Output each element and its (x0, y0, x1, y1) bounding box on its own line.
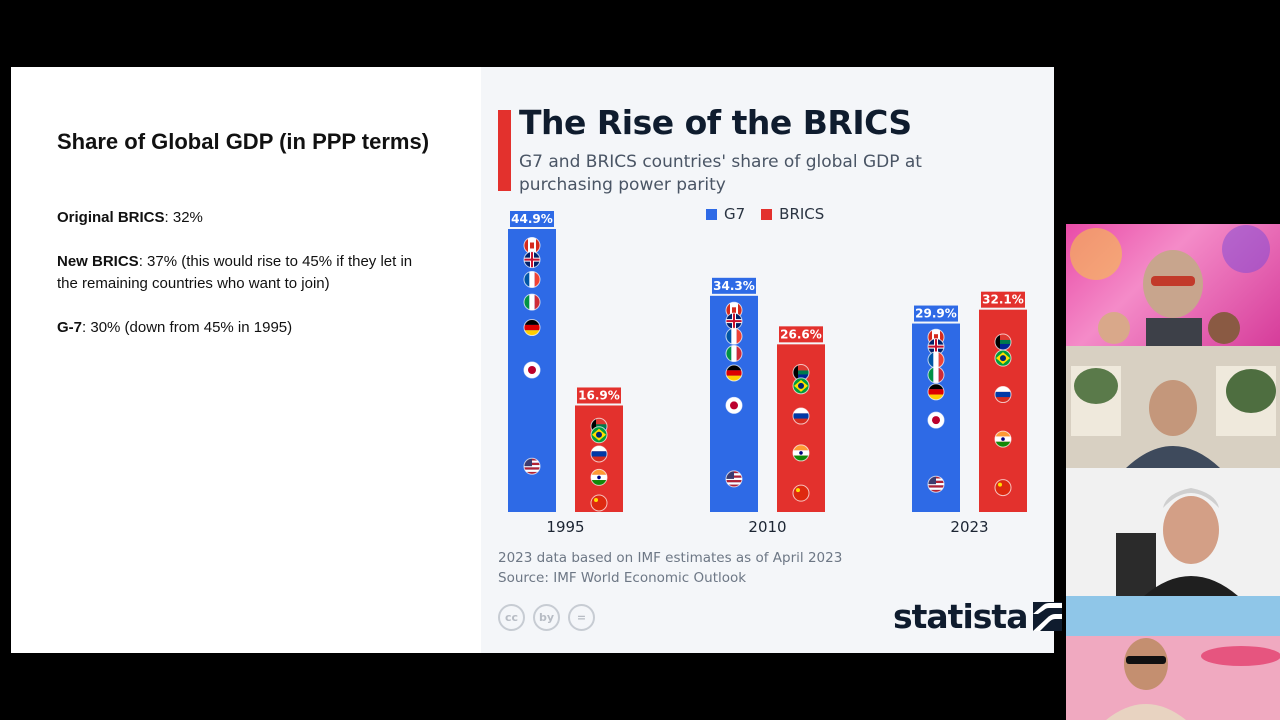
bullet-text: : 32% (164, 209, 203, 226)
footnote-line-estimates: 2023 data based on IMF estimates as of A… (498, 550, 843, 566)
data-label-brics-2023: 32.1% (982, 293, 1024, 307)
participant-video-icon (1070, 225, 1270, 346)
participant-video-icon (1066, 468, 1280, 596)
flag-uk-icon (523, 251, 541, 269)
video-tile-2[interactable] (1066, 346, 1280, 468)
flag-italy-icon (725, 345, 743, 363)
flag-brazil-icon (792, 377, 810, 395)
flag-china-icon (994, 479, 1012, 497)
chart-subtitle: G7 and BRICS countries' share of global … (519, 152, 922, 195)
statista-logo[interactable]: statista (893, 597, 1063, 636)
legend-item-brics: BRICS (761, 205, 824, 223)
chart-footnote: 2023 data based on IMF estimates as of A… (498, 548, 842, 588)
data-label-bg (577, 387, 621, 404)
flag-france-icon (927, 351, 945, 369)
flag-russia-icon (590, 445, 608, 463)
flag-china-icon (590, 494, 608, 512)
flag-russia-icon (994, 386, 1012, 404)
data-label-bg (510, 211, 554, 227)
video-tile-1[interactable] (1066, 224, 1280, 346)
flag-japan-icon (523, 361, 541, 379)
data-label-brics-1995: 16.9% (578, 388, 620, 402)
legend-swatch-g7 (706, 208, 717, 220)
flag-usa-icon (523, 457, 541, 475)
flag-japan-icon (725, 396, 743, 414)
slide-title: Share of Global GDP (in PPP terms) (57, 129, 430, 154)
footnote-line-source: Source: IMF World Economic Outlook (498, 570, 747, 586)
flag-italy-icon (523, 293, 541, 311)
attribution-icon[interactable]: by (533, 604, 560, 631)
bullet-label: New BRICS (57, 253, 139, 270)
participant-video-icon (1066, 596, 1280, 720)
creative-commons-icon[interactable]: cc (498, 604, 525, 631)
flag-south-africa-icon (994, 333, 1012, 351)
flag-russia-icon (792, 407, 810, 425)
legend-item-g7: G7 (706, 205, 745, 223)
brand-wordmark: statista (893, 597, 1028, 636)
x-tick-label-2023: 2023 (950, 518, 988, 536)
flag-brazil-icon (994, 349, 1012, 367)
flag-germany-icon (927, 383, 945, 401)
video-tile-4[interactable] (1066, 596, 1280, 720)
bullet-g7: G-7: 30% (down from 45% in 1995) (57, 317, 417, 339)
statista-logo-icon (1033, 602, 1063, 631)
bullet-text: : 37% (this would rise to 45% if they le… (57, 253, 413, 292)
flag-usa-icon (927, 475, 945, 493)
chart-legend: G7 BRICS (706, 205, 824, 223)
flag-france-icon (725, 327, 743, 345)
license-icons: cc by = (498, 604, 595, 631)
data-label-g7-1995: 44.9% (511, 212, 553, 226)
data-label-bg (712, 277, 756, 294)
flag-france-icon (523, 270, 541, 288)
flag-canada-icon (523, 236, 541, 254)
flag-india-icon (994, 430, 1012, 448)
flag-india-icon (590, 468, 608, 486)
legend-label-brics: BRICS (779, 205, 825, 223)
flag-uk-icon (725, 312, 743, 330)
x-tick-label-2010: 2010 (748, 518, 786, 536)
flag-japan-icon (927, 411, 945, 429)
presentation-slide: Share of Global GDP (in PPP terms) Origi… (11, 67, 1063, 653)
data-label-bg (981, 291, 1025, 308)
data-label-brics-2010: 26.6% (780, 327, 822, 341)
participant-video-icon (1066, 346, 1280, 468)
chart-title: The Rise of the BRICS (519, 103, 912, 142)
data-label-g7-2023: 29.9% (915, 307, 957, 321)
flag-india-icon (792, 444, 810, 462)
no-derivatives-icon[interactable]: = (568, 604, 595, 631)
flag-usa-icon (725, 470, 743, 488)
legend-label-g7: G7 (724, 205, 746, 223)
statista-infographic: The Rise of the BRICS G7 and BRICS count… (481, 67, 1063, 653)
bullet-label: Original BRICS (57, 209, 165, 226)
flag-germany-icon (725, 364, 743, 382)
bullet-label: G-7 (57, 319, 83, 336)
legend-swatch-brics (761, 208, 773, 220)
data-label-bg (779, 326, 823, 343)
video-tile-3[interactable] (1066, 468, 1280, 596)
flag-italy-icon (927, 366, 945, 384)
bullet-text: : 30% (down from 45% in 1995) (82, 319, 293, 336)
bullet-original-brics: Original BRICS: 32% (57, 207, 417, 229)
x-tick-label-1995: 1995 (546, 518, 584, 536)
bar-chart: 44.9% 16.9% 1995 34.3% 26.6% 2010 29.9% 32.1% 20… (508, 211, 1027, 536)
title-accent-bar (498, 110, 511, 191)
flag-germany-icon (523, 319, 541, 337)
bullet-new-brics: New BRICS: 37% (this would rise to 45% i… (57, 251, 417, 295)
data-label-g7-2010: 34.3% (713, 279, 755, 293)
data-label-bg (914, 305, 958, 322)
flag-brazil-icon (590, 426, 608, 444)
flag-china-icon (792, 484, 810, 502)
